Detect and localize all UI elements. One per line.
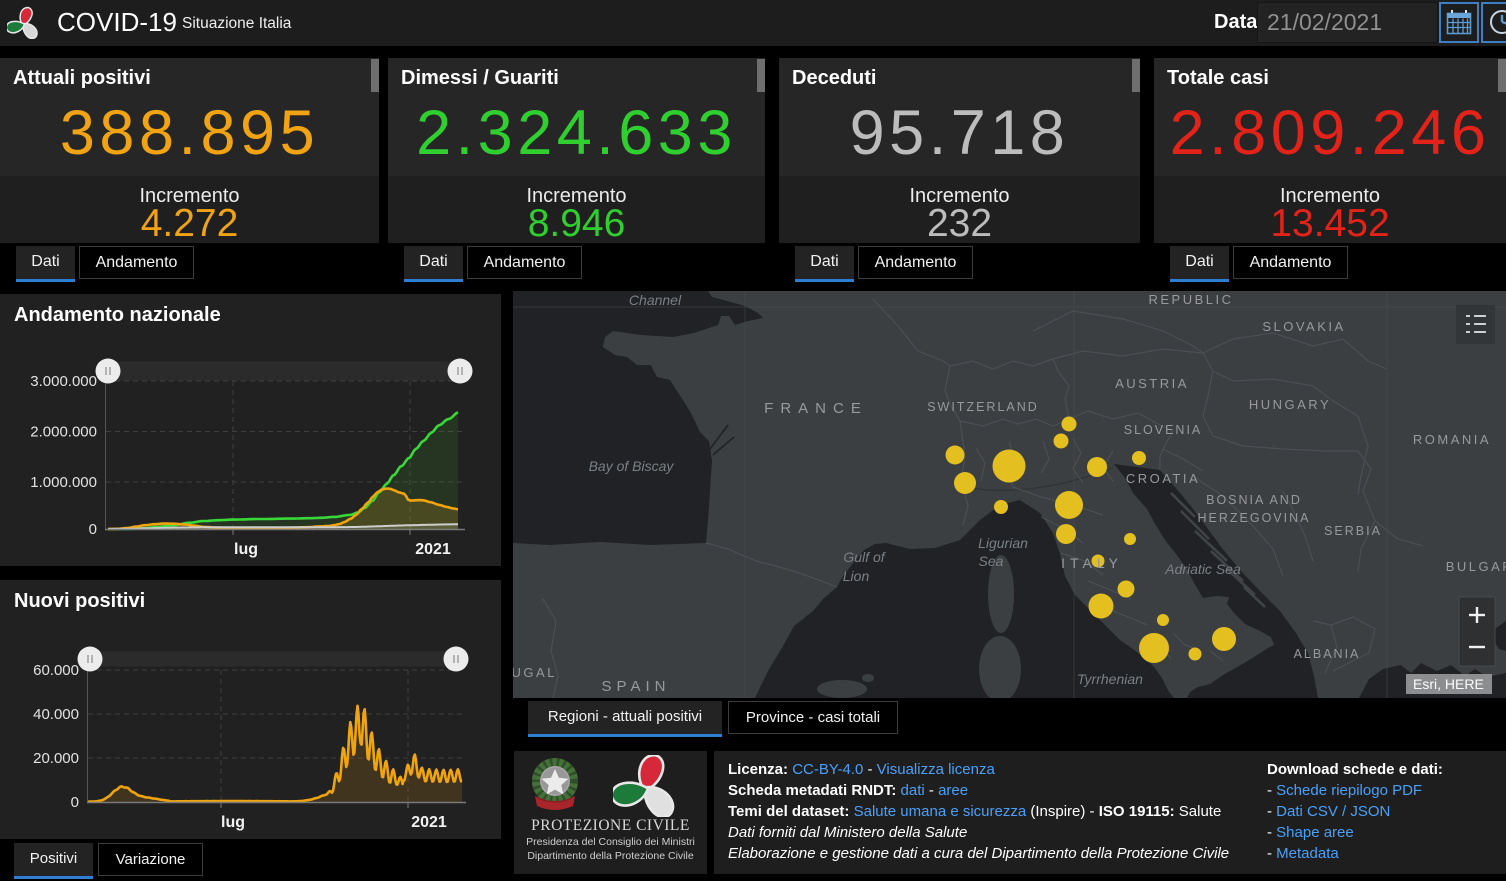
svg-text:ITALY: ITALY <box>1061 555 1123 571</box>
svg-text:HERZEGOVINA: HERZEGOVINA <box>1198 511 1311 525</box>
svg-text:Ligurian: Ligurian <box>978 535 1028 551</box>
svg-text:BULGARI: BULGARI <box>1446 559 1506 574</box>
svg-text:Tyrrhenian: Tyrrhenian <box>1077 671 1143 687</box>
svg-text:SLOVENIA: SLOVENIA <box>1124 423 1203 437</box>
svg-text:2.000.000: 2.000.000 <box>30 424 97 441</box>
svg-text:Channel: Channel <box>629 292 682 308</box>
svg-text:REPUBLIC: REPUBLIC <box>1148 292 1233 307</box>
svg-text:Sea: Sea <box>979 553 1004 569</box>
svg-text:SWITZERLAND: SWITZERLAND <box>927 400 1039 414</box>
svg-text:60.000: 60.000 <box>33 662 79 679</box>
svg-text:Bay of Biscay: Bay of Biscay <box>589 458 675 474</box>
svg-text:SPAIN: SPAIN <box>602 678 671 695</box>
svg-text:CROATIA: CROATIA <box>1126 471 1200 486</box>
svg-text:HUNGARY: HUNGARY <box>1249 397 1331 412</box>
svg-text:Adriatic Sea: Adriatic Sea <box>1164 561 1241 577</box>
svg-text:3.000.000: 3.000.000 <box>30 373 97 390</box>
svg-text:2021: 2021 <box>415 541 451 558</box>
svg-text:AUSTRIA: AUSTRIA <box>1115 376 1189 391</box>
svg-text:1.000.000: 1.000.000 <box>30 474 97 491</box>
svg-text:40.000: 40.000 <box>33 706 79 723</box>
svg-text:20.000: 20.000 <box>33 750 79 767</box>
svg-text:BOSNIA AND: BOSNIA AND <box>1206 493 1302 507</box>
svg-text:SLOVAKIA: SLOVAKIA <box>1262 319 1345 334</box>
svg-text:lug: lug <box>221 814 245 831</box>
svg-text:ROMANIA: ROMANIA <box>1413 432 1491 447</box>
svg-text:2021: 2021 <box>411 814 447 831</box>
svg-text:FRANCE: FRANCE <box>764 400 868 417</box>
svg-text:ALBANIA: ALBANIA <box>1294 647 1361 661</box>
svg-text:Gulf of: Gulf of <box>843 549 886 565</box>
svg-text:Esri, HERE: Esri, HERE <box>1413 676 1484 692</box>
svg-text:SERBIA: SERBIA <box>1324 524 1382 538</box>
svg-text:TUGAL: TUGAL <box>513 665 557 680</box>
svg-text:0: 0 <box>89 521 97 538</box>
svg-text:lug: lug <box>234 541 258 558</box>
svg-text:0: 0 <box>71 794 79 811</box>
svg-text:Lion: Lion <box>843 568 870 584</box>
